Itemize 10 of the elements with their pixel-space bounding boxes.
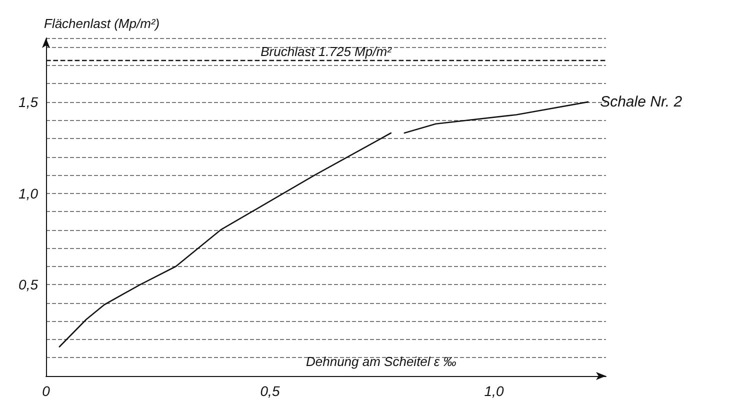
series-label: Schale Nr. 2 bbox=[600, 93, 683, 110]
y-axis-title: Flächenlast (Mp/m²) bbox=[44, 16, 160, 31]
x-axis-title: Dehnung am Scheitel ε ‰ bbox=[306, 354, 456, 369]
y-tick-label: 1,5 bbox=[18, 94, 38, 110]
y-tick-label: 0,5 bbox=[18, 276, 38, 293]
x-tick-label: 0 bbox=[42, 383, 50, 399]
x-tick-label: 0,5 bbox=[260, 383, 280, 399]
y-tick-label: 1,0 bbox=[18, 185, 38, 202]
x-tick-label: 1,0 bbox=[484, 383, 504, 399]
ref-line-label: Bruchlast 1.725 Mp/m² bbox=[260, 44, 392, 59]
